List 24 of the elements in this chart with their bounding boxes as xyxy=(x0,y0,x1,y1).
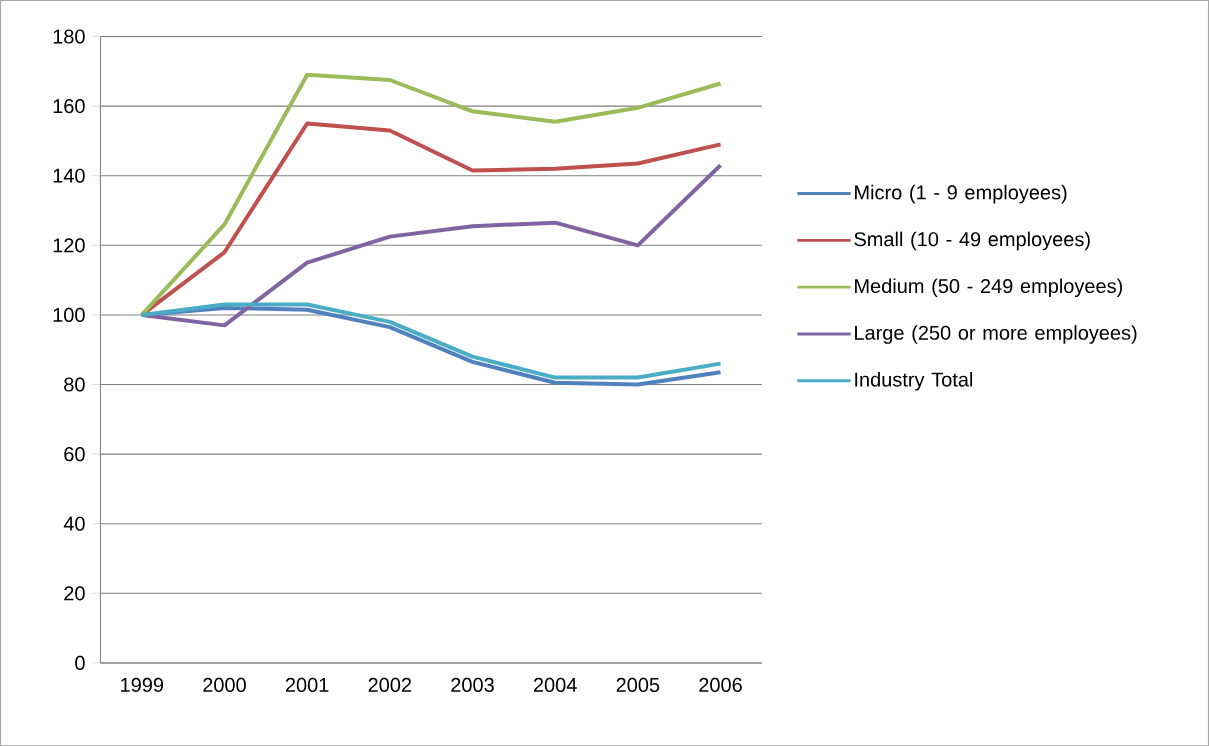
x-tick-label: 2002 xyxy=(368,677,412,692)
x-tick-label: 2005 xyxy=(616,677,660,692)
y-tick-label: 100 xyxy=(53,307,85,322)
y-tick-label: 60 xyxy=(64,446,85,461)
y-tick-label: 0 xyxy=(75,655,85,670)
x-tick-label: 2004 xyxy=(533,677,577,692)
y-tick-label: 40 xyxy=(63,516,85,531)
legend-label: Micro (1 - 9 employees) xyxy=(855,184,1067,204)
line-series xyxy=(139,72,723,317)
y-tick-label: 20 xyxy=(64,586,85,601)
y-tick-label: 80 xyxy=(64,377,85,392)
x-tick-label: 2006 xyxy=(699,677,742,692)
legend-label: Medium (50 - 249 employees) xyxy=(855,278,1123,297)
y-tick-label: 180 xyxy=(53,29,85,44)
legend-label: Large (250 or more employees) xyxy=(855,324,1137,344)
x-tick-label: 1999 xyxy=(121,677,164,692)
y-tick-label: 120 xyxy=(53,238,85,253)
x-tick-label: 2003 xyxy=(451,677,494,692)
x-tick-label: 2001 xyxy=(285,677,329,692)
x-tick-label: 2000 xyxy=(203,677,246,692)
y-tick-label: 140 xyxy=(53,168,85,183)
y-tick-label: 160 xyxy=(53,98,85,113)
legend-label: Small (10 - 49 employees) xyxy=(854,231,1090,251)
legend-label: Industry Total xyxy=(855,371,973,391)
